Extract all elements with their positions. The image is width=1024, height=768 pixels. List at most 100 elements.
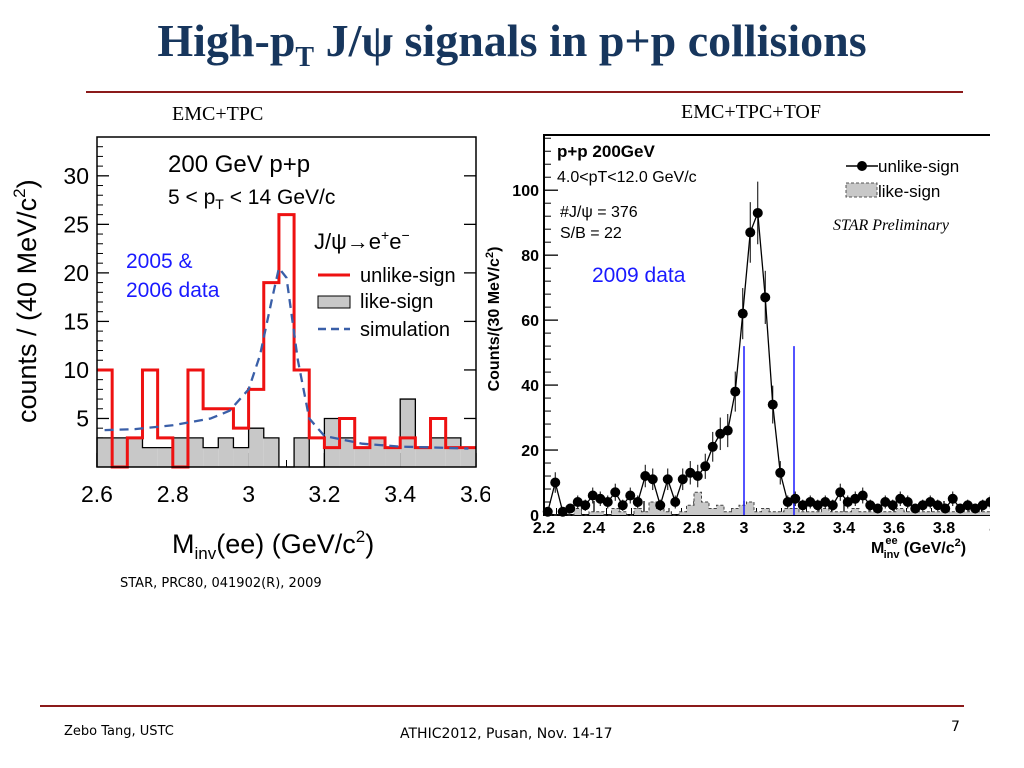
right-unlike-sign-point — [677, 474, 688, 485]
right-unlike-sign-point — [602, 497, 613, 508]
right-legend-unlike-label: unlike-sign — [878, 157, 959, 176]
right-unlike-sign-point — [940, 503, 951, 514]
right-unlike-sign-point — [692, 471, 703, 482]
left-legend-sim-label: simulation — [360, 319, 450, 341]
right-unlike-sign-point — [955, 503, 966, 514]
right-legend-like-label: like-sign — [878, 182, 940, 201]
right-unlike-sign-line — [547, 212, 990, 513]
right-like-sign-bar — [694, 492, 702, 515]
right-unlike-sign-point — [782, 497, 793, 508]
right-unlike-sign-point — [730, 386, 741, 397]
footer-page-number: 7 — [951, 719, 960, 735]
right-like-sign-bar — [964, 511, 972, 515]
right-x-tick-label: 3.8 — [933, 520, 955, 537]
left-annotation-line2: 2006 data — [126, 279, 220, 302]
right-unlike-sign-point — [542, 506, 553, 517]
right-unlike-sign-point — [790, 493, 801, 504]
right-unlike-sign-point — [985, 497, 990, 508]
right-unlike-sign-point — [850, 493, 861, 504]
right-unlike-sign-point — [887, 500, 898, 511]
left-like-sign-bar — [263, 437, 279, 467]
right-like-sign-bar — [806, 511, 814, 515]
left-like-sign-bar — [324, 418, 340, 467]
left-like-sign-bar — [218, 437, 234, 467]
left-simulation-curve — [104, 266, 469, 450]
right-like-sign-bar — [904, 511, 912, 515]
left-like-sign-bar — [112, 437, 128, 467]
right-like-sign-bar — [761, 508, 769, 515]
right-like-sign-bar — [619, 511, 627, 515]
right-unlike-sign-point — [962, 500, 973, 511]
slide-title: High-pT J/ψ signals in p+p collisions — [0, 14, 1024, 74]
left-x-axis-label: Minv(ee) (GeV/c2) — [172, 527, 374, 563]
right-x-tick-label: 3.2 — [783, 520, 805, 537]
right-legend-like-swatch — [845, 182, 878, 198]
right-unlike-sign-point — [670, 497, 681, 508]
right-like-sign-bar — [739, 505, 747, 515]
right-unlike-sign-point — [902, 497, 913, 508]
right-unlike-sign-point — [827, 500, 838, 511]
left-pt-range: 5 < pT < 14 GeV/c — [168, 186, 335, 212]
right-like-sign-bar — [731, 508, 739, 515]
right-unlike-sign-point — [797, 500, 808, 511]
right-unlike-sign-point — [910, 503, 921, 514]
footer-conference: ATHIC2012, Pusan, Nov. 14-17 — [400, 726, 613, 742]
right-unlike-sign-point — [932, 500, 943, 511]
right-like-sign-bar — [896, 508, 904, 515]
right-y-tick-label: 20 — [521, 443, 539, 460]
left-like-sign-bar — [445, 437, 461, 467]
right-like-sign-bar — [934, 511, 942, 515]
right-like-sign-bar — [649, 502, 657, 515]
right-like-sign-bar — [596, 511, 604, 515]
right-like-sign-bar — [776, 511, 784, 515]
left-legend-like-swatch — [317, 295, 351, 309]
left-like-sign-bar — [385, 447, 401, 467]
right-unlike-sign-point — [610, 487, 621, 498]
left-y-tick-label: 30 — [63, 163, 89, 189]
right-like-sign-bar — [664, 511, 672, 515]
right-preliminary-label: STAR Preliminary — [833, 217, 950, 234]
right-like-sign-bar — [784, 508, 792, 515]
left-x-tick-label: 3.4 — [384, 481, 416, 507]
left-y-tick-label: 15 — [63, 308, 89, 334]
left-annotation-line1: 2005 & — [126, 250, 193, 273]
right-like-sign-bar — [866, 511, 874, 515]
left-x-tick-label: 3.6 — [460, 481, 490, 507]
right-like-sign-bar — [844, 511, 852, 515]
right-x-tick-label: 2.2 — [533, 520, 555, 537]
right-unlike-sign-point — [700, 461, 711, 472]
left-like-sign-bar — [248, 428, 264, 467]
right-like-sign-bar — [754, 511, 762, 515]
left-y-tick-label: 20 — [63, 260, 89, 286]
right-like-sign-bar — [679, 511, 687, 515]
right-x-tick-label: 2.6 — [633, 520, 655, 537]
right-like-sign-bar — [611, 508, 619, 515]
left-like-sign-bar — [97, 437, 113, 467]
right-unlike-sign-point — [857, 490, 868, 501]
title-text-post: J/ψ signals in p+p collisions — [314, 15, 867, 66]
right-x-tick-label: 2.8 — [683, 520, 705, 537]
title-subscript: T — [295, 42, 315, 74]
left-like-sign-bar — [339, 437, 355, 467]
right-like-sign-bar — [829, 511, 837, 515]
right-like-sign-bar — [701, 502, 709, 515]
left-like-sign-bar — [127, 437, 143, 467]
right-unlike-sign-point — [977, 500, 988, 511]
right-like-sign-bar — [746, 502, 754, 515]
right-like-sign-bar — [574, 508, 582, 515]
right-unlike-sign-point — [917, 500, 928, 511]
right-x-axis-label: Mee inv (GeV/c2) — [871, 535, 966, 561]
left-like-sign-bar — [430, 437, 446, 467]
left-plot-frame — [96, 136, 477, 468]
left-like-sign-bar — [233, 447, 249, 467]
right-like-sign-bar — [889, 511, 897, 515]
left-legend-title: J/ψ→e+e− — [314, 227, 410, 254]
right-like-sign-outline — [544, 491, 990, 516]
right-unlike-sign-point — [745, 227, 756, 238]
right-like-sign-bar — [686, 505, 694, 515]
right-unlike-sign-point — [617, 500, 628, 511]
right-unlike-sign-point — [842, 497, 853, 508]
right-plot-label: EMC+TPC+TOF — [681, 101, 821, 123]
right-unlike-sign-point — [640, 471, 651, 482]
